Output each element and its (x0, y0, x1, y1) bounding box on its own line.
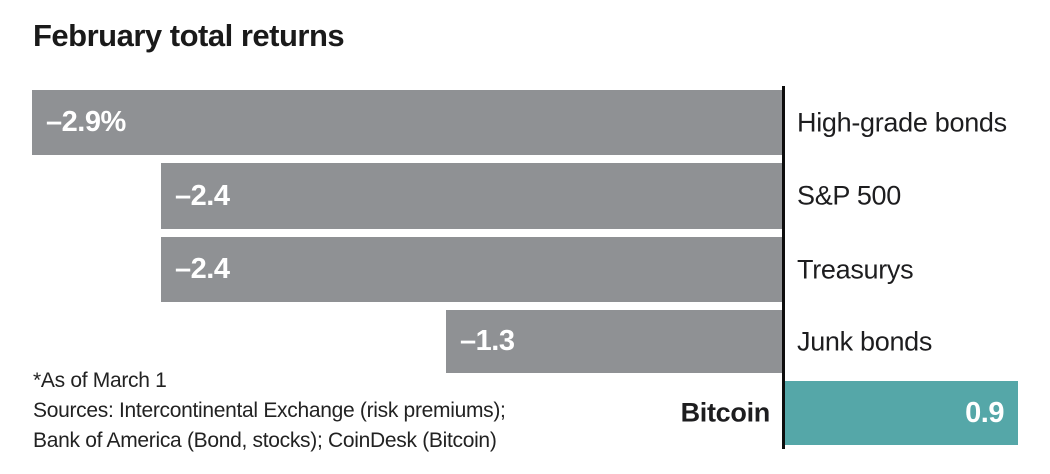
bar-high-grade-bonds: –2.9% (32, 90, 783, 155)
bar-junk-bonds: –1.3 (446, 310, 783, 373)
category-label-sp500: S&P 500 (797, 180, 901, 211)
category-label-junk-bonds: Junk bonds (797, 326, 933, 356)
bar-bitcoin: 0.9 (785, 381, 1018, 445)
bar-value-label: –2.4 (175, 253, 230, 285)
bar-value-label: –2.9% (46, 106, 126, 138)
footnote-asof: *As of March 1 (33, 369, 167, 392)
bar-sp500: –2.4 (161, 163, 783, 229)
zero-axis-line (782, 86, 785, 449)
bar-value-label: 0.9 (965, 396, 1004, 429)
footnote-sources-line2: Bank of America (Bond, stocks); CoinDesk… (33, 429, 497, 452)
bar-value-label: –2.4 (175, 179, 230, 212)
category-label-high-grade-bonds: High-grade bonds (797, 107, 1007, 137)
bar-treasurys: –2.4 (161, 237, 783, 302)
footnote-sources-line1: Sources: Intercontinental Exchange (risk… (33, 399, 506, 422)
footnote: *As of March 1 Sources: Intercontinental… (33, 366, 506, 456)
category-label-bitcoin: Bitcoin (680, 397, 771, 428)
category-label-treasurys: Treasurys (797, 254, 914, 284)
chart-title: February total returns (33, 18, 345, 53)
bar-value-label: –1.3 (460, 325, 515, 357)
